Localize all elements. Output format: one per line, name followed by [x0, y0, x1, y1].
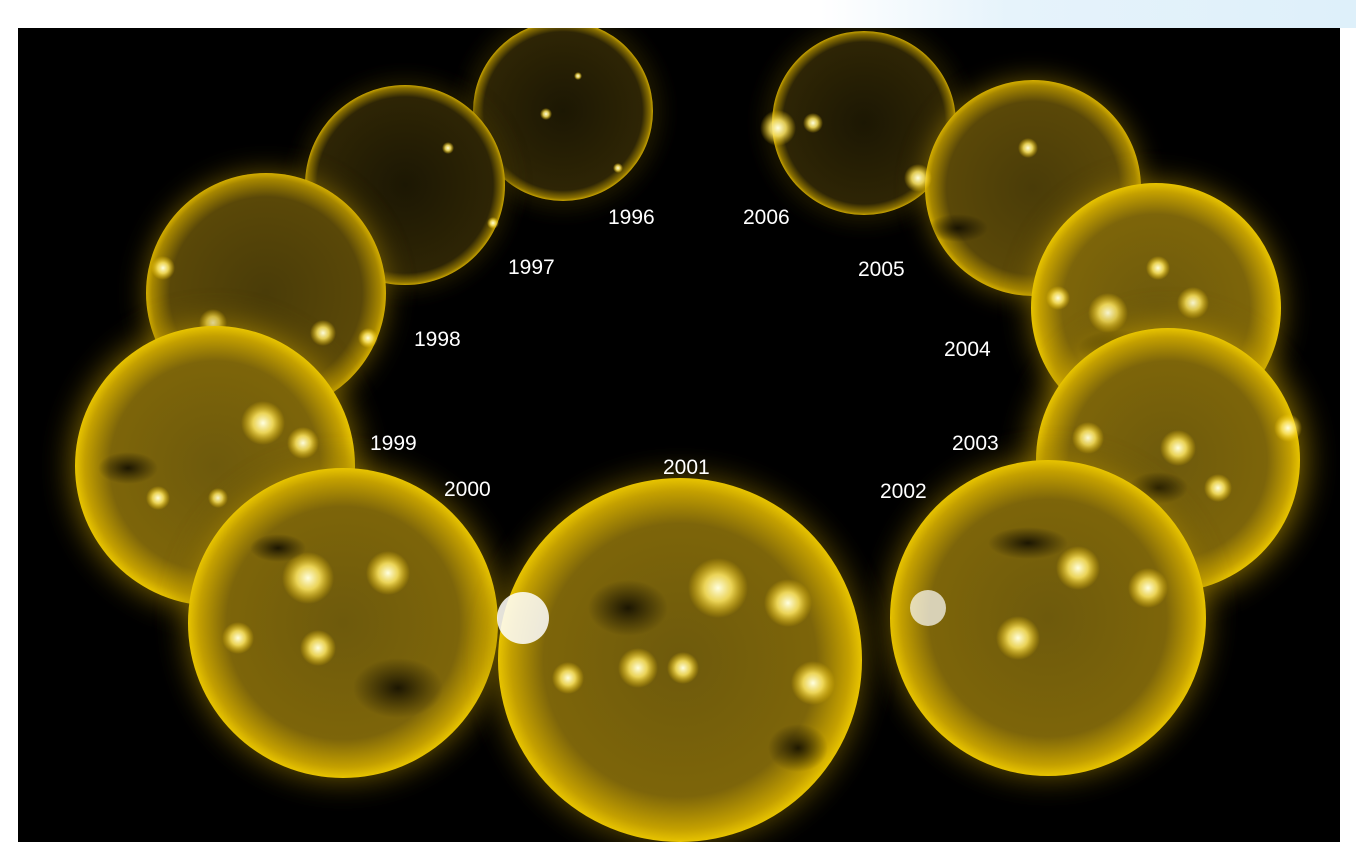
sun-2002 — [868, 438, 1228, 798]
year-label-2004: 2004 — [944, 338, 991, 361]
year-label-2003: 2003 — [952, 432, 999, 455]
year-label-1999: 1999 — [370, 432, 417, 455]
year-label-1998: 1998 — [414, 328, 461, 351]
year-label-2001: 2001 — [663, 456, 710, 479]
year-label-2000: 2000 — [444, 478, 491, 501]
sun-2000 — [165, 445, 521, 801]
year-label-1996: 1996 — [608, 206, 655, 229]
sun-composite-svg: 1996 2006 1997 2005 1998 2004 1999 2003 … — [50, 28, 1328, 842]
year-label-2006: 2006 — [743, 206, 790, 229]
sun-1996 — [465, 28, 661, 209]
top-background-tint — [820, 0, 1356, 28]
year-label-2005: 2005 — [858, 258, 905, 281]
year-label-2002: 2002 — [880, 480, 927, 503]
year-label-1997: 1997 — [508, 256, 555, 279]
sun-2001 — [475, 455, 885, 842]
solar-cycle-photo: 1996 2006 1997 2005 1998 2004 1999 2003 … — [18, 28, 1340, 842]
